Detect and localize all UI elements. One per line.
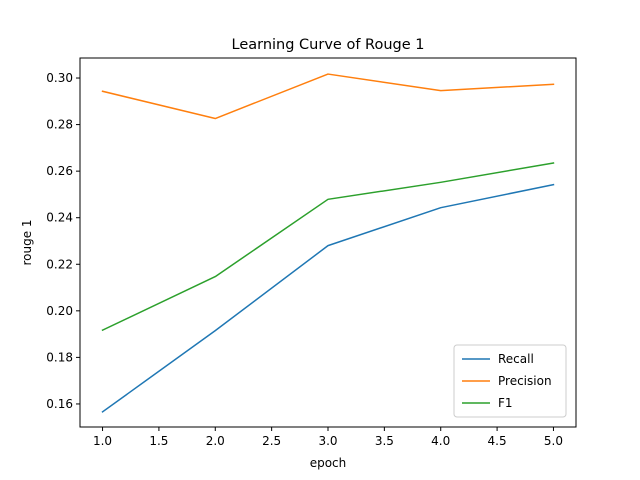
y-tick-label: 0.20 (46, 304, 73, 318)
x-tick-label: 4.5 (488, 434, 507, 448)
legend: Recall Precision F1 (453, 344, 567, 418)
y-axis-label: rouge 1 (20, 219, 34, 265)
x-tick-label: 1.0 (93, 434, 112, 448)
x-tick-label: 2.0 (206, 434, 225, 448)
x-tick-label: 3.0 (318, 434, 337, 448)
x-tick-label: 5.0 (544, 434, 563, 448)
x-axis: 1.0 1.5 2.0 2.5 3.0 3.5 4.0 4.5 5.0 (93, 427, 563, 448)
y-tick-label: 0.18 (46, 350, 73, 364)
series-line-f1 (101, 162, 555, 332)
plot-frame (79, 57, 577, 428)
y-tick-label: 0.28 (46, 118, 73, 132)
y-tick-label: 0.30 (46, 71, 73, 85)
series-layer (101, 73, 555, 413)
series-line-recall (101, 183, 555, 413)
legend-label-recall: Recall (498, 352, 534, 366)
y-tick-label: 0.26 (46, 164, 73, 178)
y-tick-label: 0.22 (46, 257, 73, 271)
legend-label-precision: Precision (498, 374, 552, 388)
y-tick-label: 0.16 (46, 397, 73, 411)
y-axis: 0.16 0.18 0.20 0.22 0.24 0.26 0.28 0.30 (46, 71, 80, 411)
series-line-precision (101, 73, 555, 120)
x-tick-label: 4.0 (431, 434, 450, 448)
x-tick-label: 2.5 (262, 434, 281, 448)
x-tick-label: 1.5 (149, 434, 168, 448)
legend-label-f1: F1 (498, 396, 513, 410)
chart-title: Learning Curve of Rouge 1 (232, 37, 425, 53)
legend-box (453, 344, 567, 418)
x-tick-label: 3.5 (375, 434, 394, 448)
y-tick-label: 0.24 (46, 211, 73, 225)
x-axis-label: epoch (310, 456, 347, 470)
